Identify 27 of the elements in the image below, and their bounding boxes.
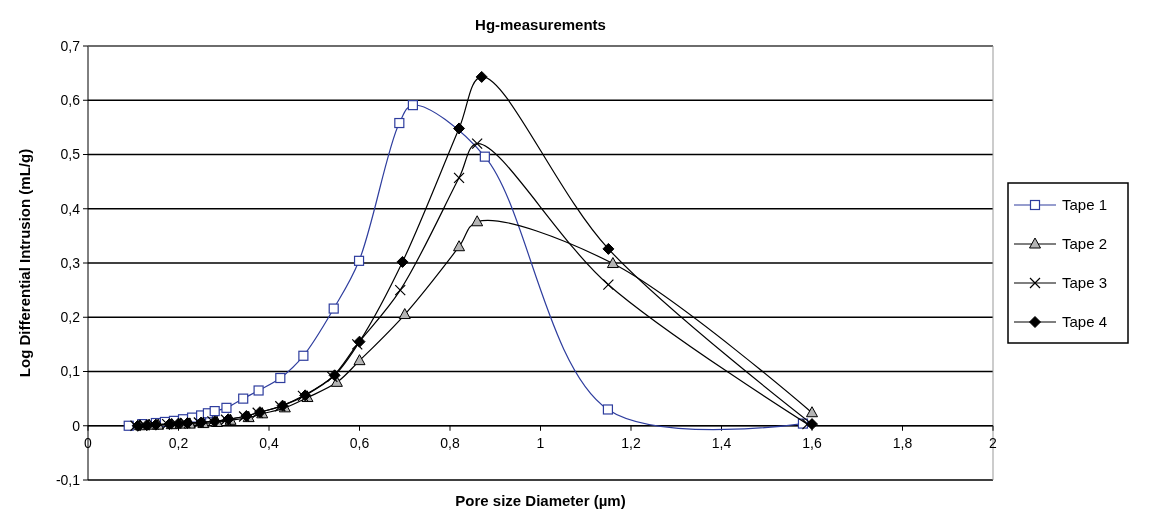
x-tick-label: 0,2 <box>168 434 189 451</box>
y-tick-label: 0,1 <box>60 363 81 380</box>
legend-label: Tape 4 <box>1062 313 1108 331</box>
x-tick-label: 1,4 <box>711 434 732 451</box>
y-tick-label: 0,4 <box>60 200 81 217</box>
x-tick-label: 0,6 <box>349 434 370 451</box>
y-tick-label: 0,7 <box>60 37 81 54</box>
y-tick-label: 0,6 <box>60 92 81 109</box>
legend-label: Tape 1 <box>1062 196 1108 214</box>
x-axis-title: Pore size Diameter (µm) <box>455 492 626 509</box>
y-tick-label: 0 <box>72 417 81 434</box>
x-tick-label: 1,6 <box>802 434 822 451</box>
y-tick-label: 0,5 <box>60 146 81 163</box>
x-tick-label: 2 <box>989 434 998 451</box>
x-tick-label: 0,4 <box>259 434 279 451</box>
x-tick-label: 1 <box>536 434 545 451</box>
x-tick-label: 1,2 <box>621 434 641 451</box>
y-axis-title: Log Differential Intrusion (mL/g) <box>16 148 33 378</box>
x-tick-label: 0,8 <box>440 434 460 451</box>
x-tick-label: 1,8 <box>892 434 913 451</box>
y-tick-label: -0,1 <box>55 471 81 488</box>
legend-label: Tape 3 <box>1062 274 1108 292</box>
y-tick-label: 0,2 <box>60 309 81 326</box>
legend-label: Tape 2 <box>1062 235 1108 253</box>
chart-title: Hg-measurements <box>475 16 606 33</box>
y-tick-label: 0,3 <box>60 254 81 271</box>
x-tick-label: 0 <box>84 434 93 451</box>
